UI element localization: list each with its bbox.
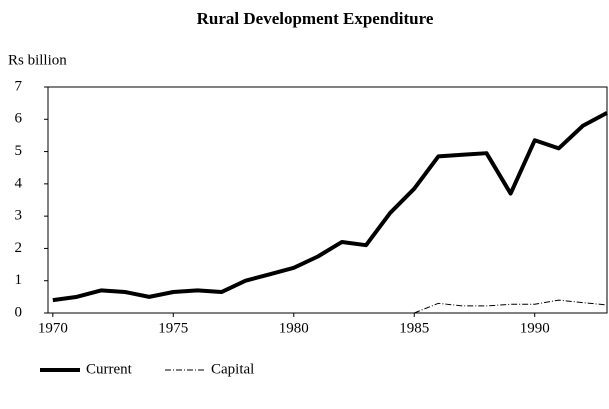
x-tick-label: 1985 [399, 320, 429, 336]
y-tick-label: 5 [15, 143, 23, 159]
y-tick-label: 7 [15, 78, 23, 94]
y-axis-label: Rs billion [8, 52, 67, 68]
chart-title: Rural Development Expenditure [197, 9, 434, 28]
y-tick-label: 2 [15, 240, 23, 256]
x-tick-label: 1970 [38, 320, 68, 336]
series-line [414, 299, 608, 314]
y-tick-label: 0 [15, 304, 23, 320]
y-tick-label: 3 [15, 208, 23, 224]
y-tick-label: 1 [15, 272, 23, 288]
legend-label: Capital [211, 361, 254, 377]
y-tick-label: 6 [15, 111, 23, 127]
series-line [52, 111, 608, 303]
plot-frame [47, 86, 608, 314]
x-tick-label: 1975 [158, 320, 188, 336]
y-tick-label: 4 [15, 175, 23, 191]
x-tick-label: 1980 [279, 320, 309, 336]
x-tick-label: 1990 [520, 320, 550, 336]
legend-label: Current [86, 361, 133, 377]
